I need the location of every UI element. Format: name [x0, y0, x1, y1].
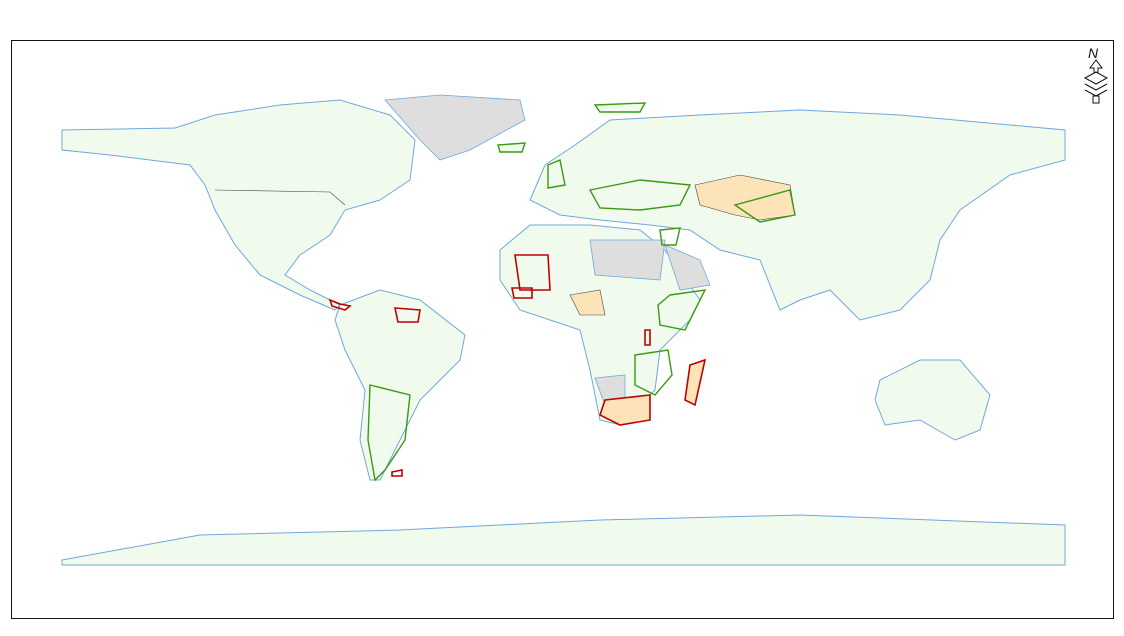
costa-rica-panama — [328, 298, 352, 311]
eurasia — [529, 109, 1066, 321]
nigeria — [569, 289, 606, 316]
north-arrow-label: N — [1088, 45, 1099, 61]
south-africa — [599, 394, 651, 426]
mauritania — [514, 254, 551, 291]
us-canada-border — [214, 189, 346, 206]
senegal — [511, 287, 533, 299]
libya-egypt — [589, 239, 666, 281]
kazakhstan-border — [733, 189, 796, 223]
saudi-arabia — [664, 244, 711, 291]
falkland-islands — [391, 469, 403, 477]
madagascar — [684, 358, 707, 407]
antarctica — [61, 514, 1066, 566]
europe-countries — [588, 179, 692, 211]
australia — [874, 359, 991, 441]
map-frame — [11, 40, 1114, 619]
kazakhstan — [694, 174, 796, 221]
svalbard — [593, 102, 647, 113]
greenland — [384, 94, 526, 161]
malawi — [644, 329, 651, 346]
guianas — [393, 307, 421, 323]
somalia-kenya — [657, 289, 707, 331]
uk — [547, 159, 566, 189]
south-america — [334, 289, 466, 481]
middle-east-green — [659, 227, 681, 246]
mozambique-zimbabwe — [634, 349, 673, 396]
iceland — [497, 142, 526, 153]
argentina-chile — [367, 384, 411, 482]
north-america — [61, 99, 416, 311]
